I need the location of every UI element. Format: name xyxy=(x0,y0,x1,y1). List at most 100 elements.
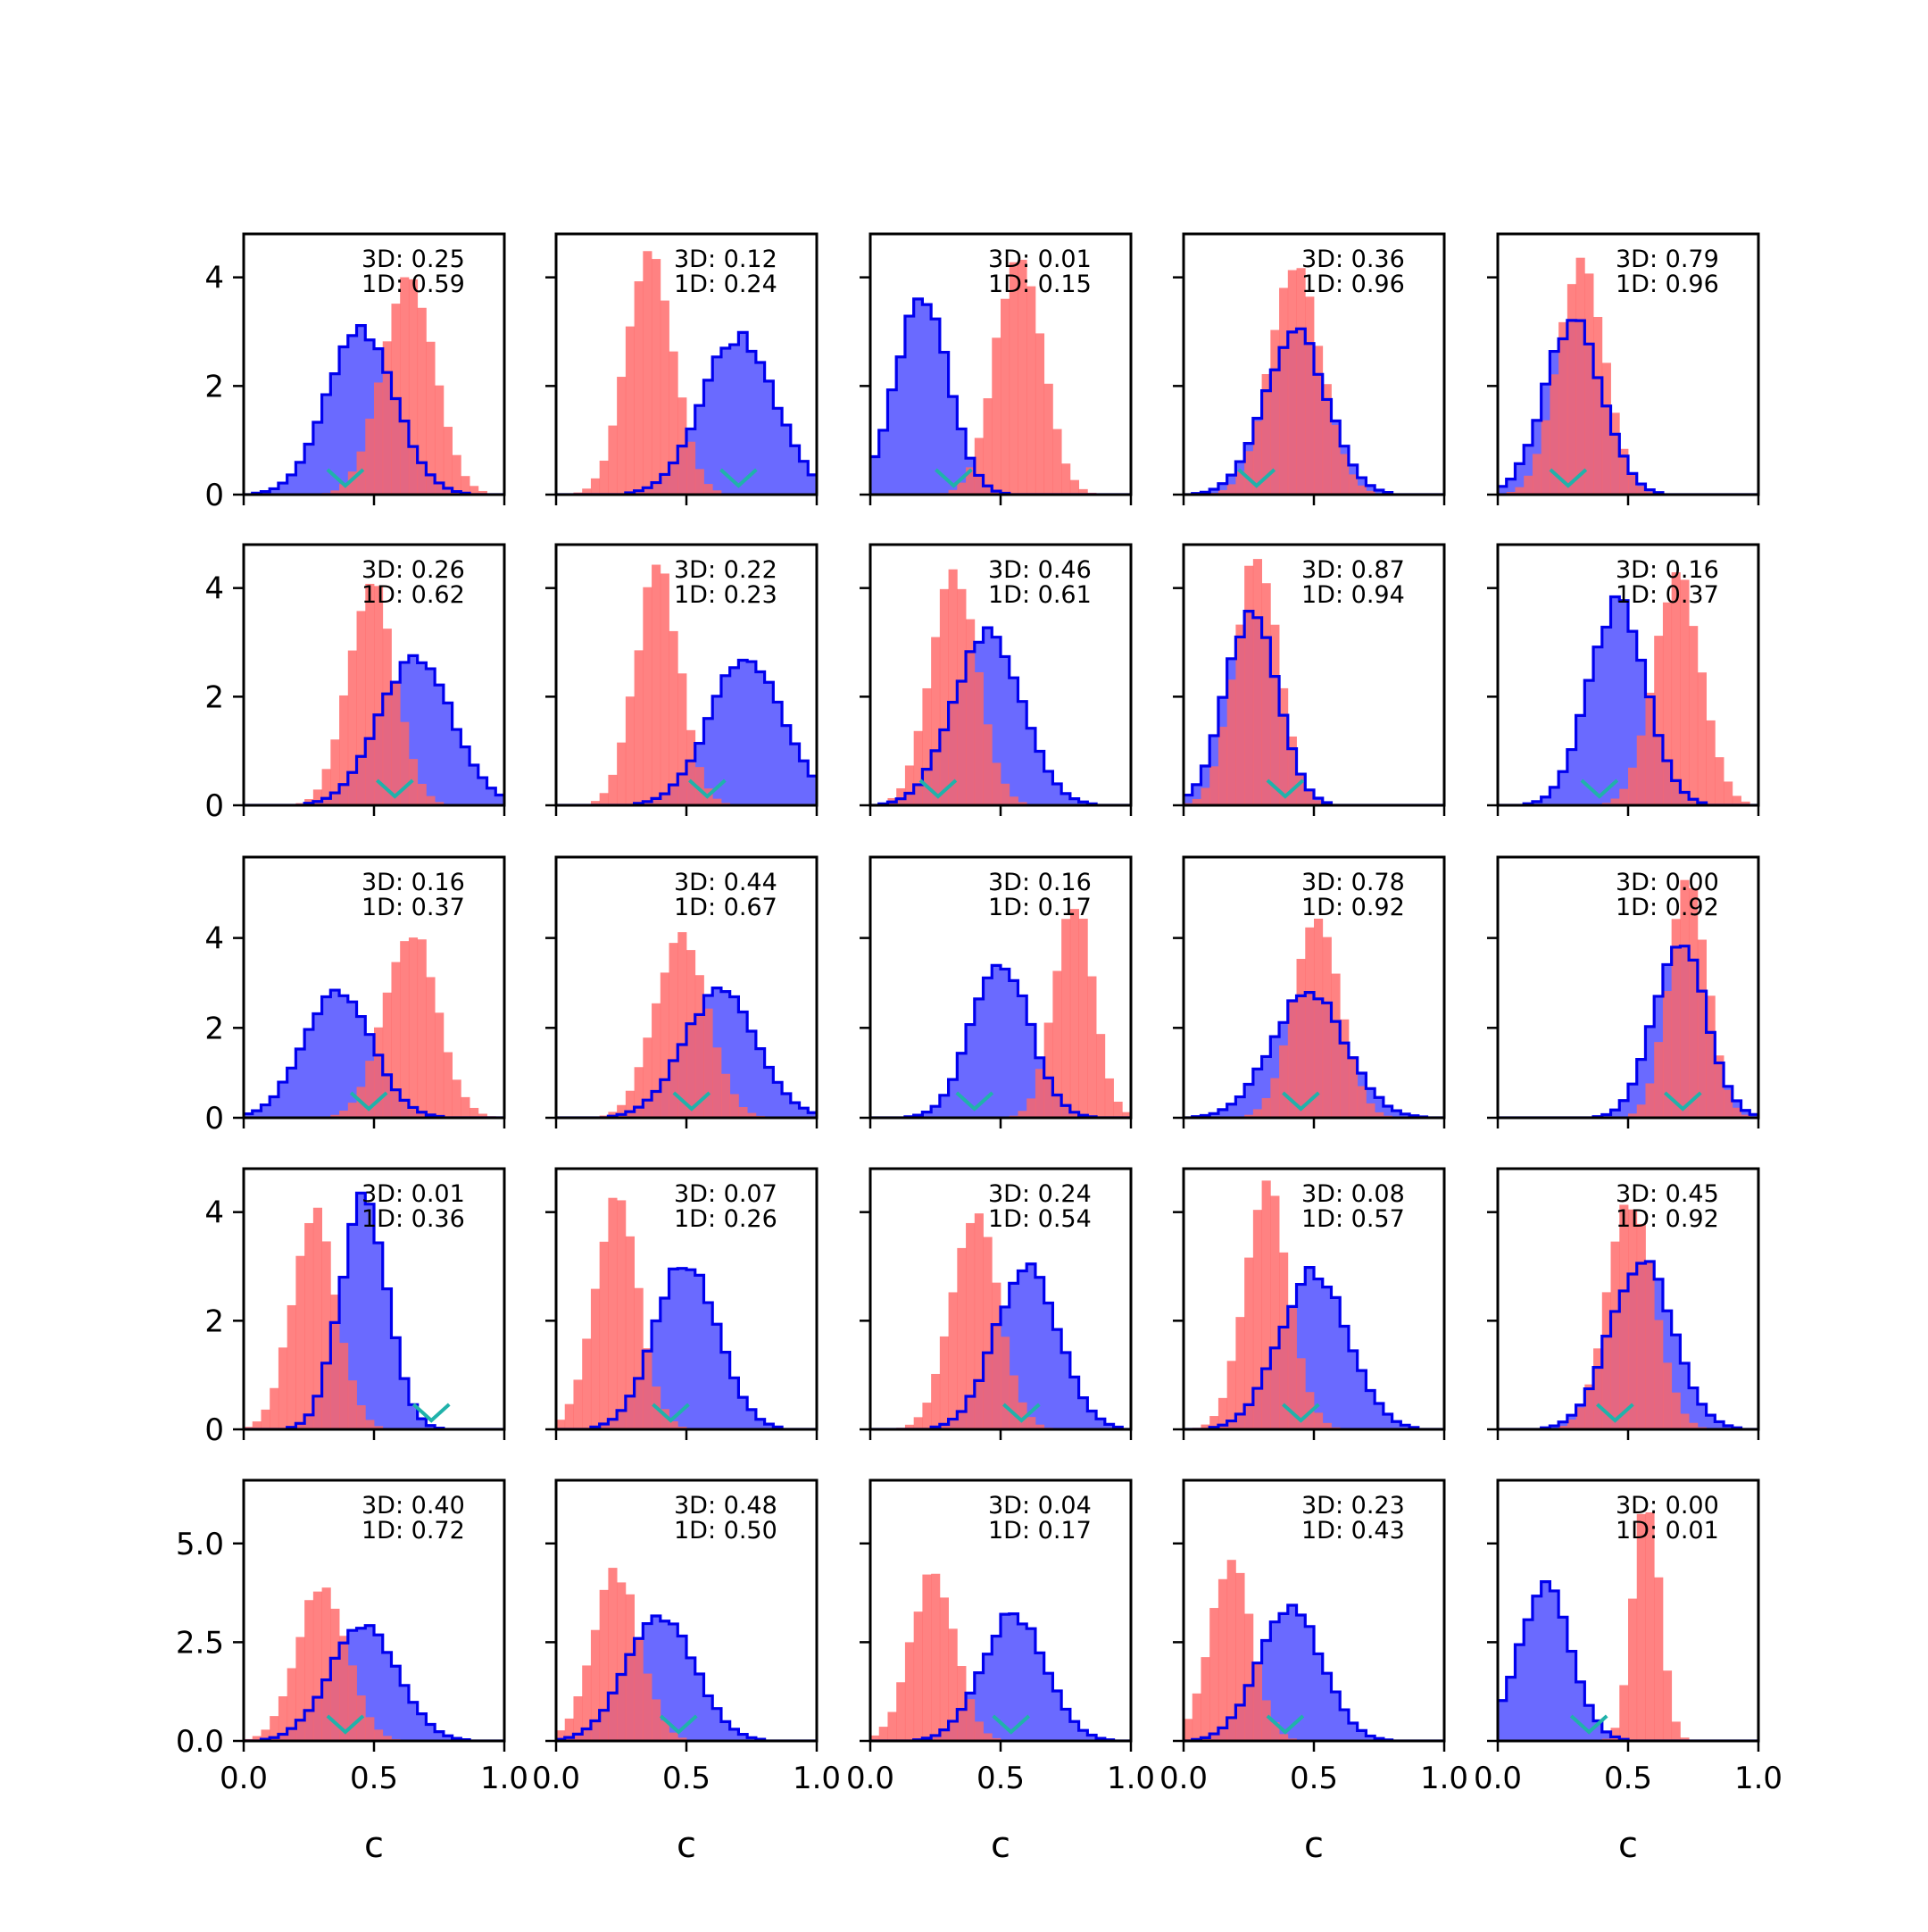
true-value-marker xyxy=(376,779,414,799)
prior-histogram-bar xyxy=(1078,919,1088,1118)
panel-annotation: 1D: 0.62 xyxy=(362,581,465,609)
prior-histogram-bar xyxy=(374,1729,384,1741)
prior-histogram-bar xyxy=(1593,316,1603,495)
panel-annotation: 1D: 0.59 xyxy=(362,271,465,298)
panel-annotation: 3D: 0.25 xyxy=(362,246,465,273)
prior-histogram-bar xyxy=(1532,454,1542,495)
posterior-histogram-outline xyxy=(1498,945,1758,1118)
prior-histogram-bar xyxy=(1087,976,1097,1118)
prior-histogram-bar xyxy=(356,1405,366,1429)
panel-plot-area xyxy=(556,251,817,495)
prior-histogram-bar xyxy=(1671,919,1681,1118)
panel-annotation: 3D: 0.36 xyxy=(1301,246,1405,273)
prior-histogram-bar xyxy=(1296,959,1306,1118)
prior-histogram-bar xyxy=(1279,1252,1289,1429)
prior-histogram-bar xyxy=(582,1338,592,1429)
posterior-histogram-outline xyxy=(1498,1260,1758,1429)
prior-histogram-bar xyxy=(1261,1180,1271,1429)
prior-histogram-bar xyxy=(1279,1734,1289,1741)
y-tick-label: 0 xyxy=(204,1101,224,1137)
prior-histogram-bar xyxy=(608,1568,618,1741)
posterior-histogram-outline xyxy=(1184,1266,1444,1429)
prior-histogram-bar xyxy=(1340,1019,1350,1118)
prior-histogram-bar xyxy=(1575,1407,1585,1429)
panel-annotation: 1D: 0.01 xyxy=(1616,1517,1719,1545)
prior-histogram-bar xyxy=(1680,579,1690,805)
prior-histogram-bar xyxy=(1235,1572,1245,1741)
posterior-histogram-fill xyxy=(1184,1267,1444,1429)
prior-histogram-bar xyxy=(1026,1098,1036,1118)
prior-histogram-bar xyxy=(270,1716,279,1741)
prior-histogram-bar xyxy=(1252,559,1262,805)
prior-histogram-bar xyxy=(435,1012,445,1118)
panel-plot-area xyxy=(244,937,504,1118)
prior-histogram-bar xyxy=(408,279,419,495)
prior-histogram-bar xyxy=(1279,1045,1289,1118)
prior-histogram-bar xyxy=(939,1597,949,1741)
true-value-marker xyxy=(1266,1714,1305,1735)
x-tick-label: 0.5 xyxy=(1604,1761,1652,1796)
prior-histogram-bar xyxy=(966,1699,976,1741)
panel-annotation: 1D: 0.92 xyxy=(1616,1205,1719,1233)
panel-plot-area xyxy=(556,932,817,1118)
prior-histogram-bar xyxy=(617,1582,627,1741)
prior-histogram-bar xyxy=(1654,1042,1664,1118)
prior-histogram-bar xyxy=(1226,484,1236,495)
prior-histogram-bar xyxy=(564,1403,574,1429)
prior-histogram-bar xyxy=(608,425,618,495)
posterior-histogram-outline xyxy=(1184,991,1444,1118)
prior-histogram-bar xyxy=(896,787,906,805)
prior-histogram-bar xyxy=(312,1207,322,1429)
prior-histogram-bar xyxy=(1636,735,1646,805)
panel-annotation: 3D: 0.12 xyxy=(674,246,777,273)
prior-histogram-bar xyxy=(1104,1078,1114,1118)
y-tick-label: 4 xyxy=(204,1195,224,1231)
prior-histogram-bar xyxy=(461,1096,470,1118)
prior-histogram-bar xyxy=(417,939,427,1118)
prior-histogram-bar xyxy=(564,1718,574,1741)
x-tick-label: 1.0 xyxy=(1734,1761,1783,1796)
prior-histogram-bar xyxy=(1662,1362,1673,1429)
prior-histogram-bar xyxy=(913,1417,923,1429)
prior-histogram-bar xyxy=(643,1348,652,1429)
prior-histogram-bar xyxy=(677,673,687,805)
prior-histogram-bar xyxy=(1610,412,1620,495)
prior-histogram-bar xyxy=(1217,489,1228,495)
panel-plot-area xyxy=(870,569,1131,805)
prior-histogram-bar xyxy=(599,793,609,805)
y-tick-label: 0.0 xyxy=(176,1724,224,1760)
x-axis-label: c xyxy=(1618,1825,1638,1866)
prior-histogram-bar xyxy=(669,1732,678,1741)
panel-plot-area xyxy=(556,1568,817,1741)
prior-histogram-bar xyxy=(1061,463,1071,495)
prior-histogram-bar xyxy=(435,802,445,805)
prior-histogram-bar xyxy=(608,1197,618,1429)
panel-annotation: 1D: 0.36 xyxy=(362,1205,465,1233)
posterior-histogram-outline xyxy=(870,963,1131,1118)
prior-histogram-bar xyxy=(599,1589,609,1741)
prior-histogram-bar xyxy=(1009,1375,1018,1429)
prior-histogram-bar xyxy=(382,992,392,1118)
prior-histogram-bar xyxy=(1052,970,1062,1118)
prior-histogram-bar xyxy=(1680,1737,1690,1741)
x-tick-label: 0.0 xyxy=(220,1761,268,1796)
prior-histogram-bar xyxy=(922,1403,932,1429)
prior-histogram-bar xyxy=(470,486,479,495)
y-tick-label: 2 xyxy=(204,679,224,715)
posterior-histogram-outline xyxy=(1184,1603,1444,1741)
prior-histogram-bar xyxy=(983,1733,993,1741)
prior-histogram-bar xyxy=(634,1637,644,1741)
prior-histogram-bar xyxy=(1724,781,1733,805)
panel-plot-area xyxy=(1184,1560,1444,1741)
prior-histogram-bar xyxy=(1706,720,1716,805)
prior-histogram-bar xyxy=(374,382,384,495)
prior-histogram-bar xyxy=(556,1730,566,1741)
prior-histogram-bar xyxy=(1209,1608,1219,1741)
prior-histogram-bar xyxy=(382,341,392,495)
prior-histogram-bar xyxy=(1566,1419,1576,1429)
